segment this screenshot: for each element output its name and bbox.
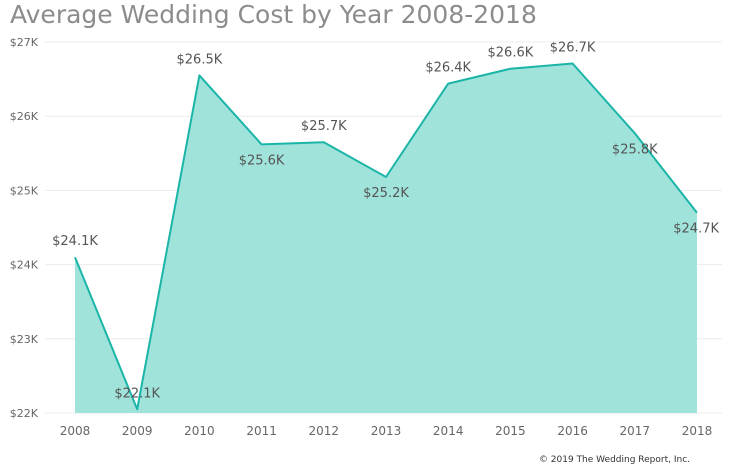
x-tick-label: 2008 <box>60 424 91 438</box>
x-tick-label: 2014 <box>433 424 464 438</box>
x-tick-label: 2009 <box>122 424 153 438</box>
x-tick-label: 2015 <box>495 424 526 438</box>
chart-title: Average Wedding Cost by Year 2008-2018 <box>10 0 537 29</box>
data-label: $26.5K <box>177 52 223 67</box>
data-label: $25.2K <box>363 186 409 201</box>
data-label: $24.7K <box>673 222 719 237</box>
y-tick-label: $27K <box>10 36 39 49</box>
x-tick-label: 2016 <box>557 424 588 438</box>
data-labels: $24.1K $22.1K $26.5K $25.6K $25.7K $25.2K $26.… <box>52 41 719 402</box>
x-axis-tick-labels: 2008 2009 2010 2011 2012 2013 2014 2015 2016 2017… <box>60 424 713 438</box>
y-axis-tick-labels: $22K $23K $24K $25K $26K $27K <box>10 36 39 420</box>
data-label: $22.1K <box>114 386 160 401</box>
data-label: $25.7K <box>301 119 347 134</box>
y-tick-label: $23K <box>10 333 39 346</box>
x-tick-label: 2018 <box>682 424 713 438</box>
copyright-footnote: © 2019 The Wedding Report, Inc. <box>538 455 690 465</box>
x-tick-label: 2011 <box>246 424 277 438</box>
data-label: $24.1K <box>52 234 98 249</box>
x-tick-label: 2010 <box>184 424 215 438</box>
area-fill <box>75 63 697 413</box>
y-tick-label: $26K <box>10 110 39 123</box>
x-tick-label: 2013 <box>371 424 402 438</box>
data-label: $26.7K <box>550 41 596 56</box>
data-label: $25.8K <box>612 142 658 157</box>
data-label: $26.6K <box>488 46 534 61</box>
y-tick-label: $24K <box>10 259 39 272</box>
x-tick-label: 2017 <box>620 424 651 438</box>
data-label: $25.6K <box>239 153 285 168</box>
series-line <box>74 62 698 411</box>
data-label: $26.4K <box>425 61 471 76</box>
y-tick-label: $25K <box>10 184 39 197</box>
x-tick-label: 2012 <box>309 424 340 438</box>
y-tick-label: $22K <box>10 407 39 420</box>
